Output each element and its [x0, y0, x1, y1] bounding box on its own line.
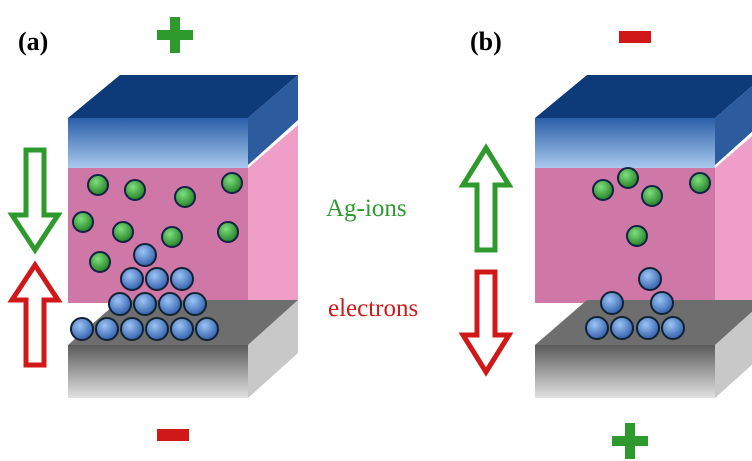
- panel-label: (a): [18, 27, 48, 56]
- ag-ions-spheres: [72, 167, 711, 273]
- legend-electrons: electrons: [328, 295, 418, 322]
- polarity-signs: [157, 17, 651, 459]
- legend-ions: Ag-ions: [326, 195, 407, 222]
- arrows: [7, 143, 514, 377]
- panel-label: (b): [470, 27, 502, 56]
- silver-atoms: [70, 243, 685, 341]
- device-a: [68, 75, 298, 398]
